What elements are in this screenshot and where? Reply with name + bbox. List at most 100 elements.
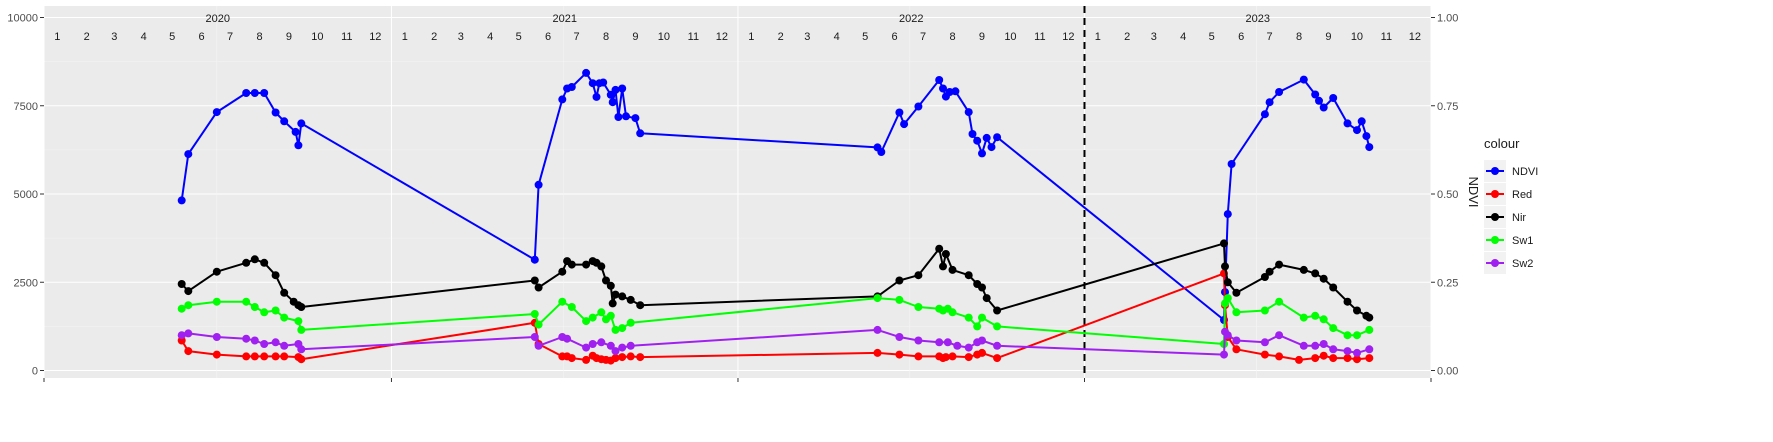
data-point-sw2 [582,343,591,352]
data-point-sw1 [895,295,904,304]
data-point-red [978,348,986,357]
series-layer [177,68,1374,365]
month-label: 10 [1351,31,1363,43]
year-label: 2023 [1246,13,1270,25]
legend-key-point-sw1 [1491,236,1499,244]
data-point-ndvi [1357,117,1366,126]
data-point-ndvi [964,108,973,117]
month-label: 3 [1151,31,1157,43]
month-label: 11 [341,31,352,43]
month-label: 12 [716,31,728,43]
data-point-red [914,352,923,361]
y-tick-label-left: 5000 [14,189,38,201]
data-point-ndvi [567,83,576,91]
data-point-sw2 [1311,341,1320,350]
data-point-sw2 [1275,331,1284,340]
data-point-ndvi [608,98,617,107]
month-label: 7 [227,31,233,43]
data-point-ndvi [877,148,886,156]
data-point-ndvi [1223,210,1232,219]
data-point-ndvi [611,85,620,94]
data-point-ndvi [212,108,221,117]
data-point-ndvi [1265,98,1274,107]
data-point-ndvi [592,92,601,101]
data-point-ndvi [935,76,944,84]
data-point-ndvi [260,89,269,97]
data-point-sw1 [626,318,635,327]
data-point-sw1 [1329,324,1338,333]
y-tick-label-left: 0 [32,366,38,378]
data-point-ndvi [242,89,251,97]
data-point-ndvi [1329,94,1338,102]
month-label: 7 [574,31,580,43]
data-point-sw2 [530,333,539,341]
data-point-sw1 [978,313,986,322]
data-point-nir [1353,306,1361,315]
data-point-sw1 [1275,297,1284,306]
data-point-ndvi [271,108,280,117]
data-point-ndvi [1299,75,1308,84]
data-point-sw2 [1329,345,1338,354]
data-point-nir [964,271,973,280]
data-point-ndvi [599,78,608,87]
data-point-nir [212,267,221,276]
data-point-red [1311,354,1320,363]
data-point-red [1329,354,1338,363]
legend-title: colour [1484,136,1520,151]
data-point-sw1 [1232,308,1241,317]
month-label: 4 [834,31,840,43]
data-point-sw2 [1319,340,1328,348]
legend-key-point-red [1491,190,1499,198]
data-point-red [271,352,280,361]
data-point-red [1275,352,1284,361]
data-point-nir [1232,288,1241,297]
data-point-nir [982,294,991,303]
data-point-sw2 [1220,350,1228,359]
data-point-sw1 [973,322,982,331]
month-label: 7 [1267,31,1273,43]
legend: colour NDVI Red Nir Sw1 Sw2 [1484,136,1538,274]
data-point-sw1 [914,303,923,311]
data-point-sw1 [567,303,576,311]
data-point-sw2 [914,336,923,345]
data-point-sw2 [212,333,221,341]
data-point-ndvi [558,95,567,104]
data-point-ndvi [280,117,289,126]
month-label: 11 [1034,31,1045,43]
data-point-sw2 [943,338,952,347]
data-point-sw2 [964,343,973,352]
month-label: 2 [1124,31,1130,43]
data-point-sw1 [534,320,543,329]
data-point-sw2 [993,341,1002,350]
data-point-ndvi [951,87,960,96]
data-point-sw2 [250,336,259,345]
month-label: 8 [949,31,955,43]
data-point-red [582,355,591,364]
data-point-nir [1343,297,1352,306]
data-point-ndvi [530,255,539,264]
data-point-sw1 [297,325,306,334]
data-point-sw1 [582,317,591,326]
data-point-ndvi [1275,88,1284,96]
left-y-axis: 0 2500 5000 7500 10000 [7,13,44,378]
data-point-nir [1329,283,1338,292]
data-point-ndvi [631,114,640,123]
data-point-nir [582,260,591,269]
data-point-ndvi [1343,119,1352,128]
data-point-sw1 [1223,294,1232,303]
legend-key-point-ndvi [1491,167,1499,175]
data-point-nir [184,287,193,296]
data-point-red [297,355,306,364]
data-point-nir [280,288,289,297]
right-y-axis-title: NDVI [1466,176,1481,207]
data-point-nir [993,306,1002,315]
data-point-ndvi [1319,103,1328,112]
data-point-red [964,353,973,362]
month-label: 5 [516,31,522,43]
month-label: 1 [54,31,60,43]
data-point-sw1 [964,313,973,322]
data-point-sw2 [1299,341,1308,350]
month-label: 10 [658,31,670,43]
data-point-sw1 [177,304,186,313]
data-point-sw2 [1365,345,1374,354]
